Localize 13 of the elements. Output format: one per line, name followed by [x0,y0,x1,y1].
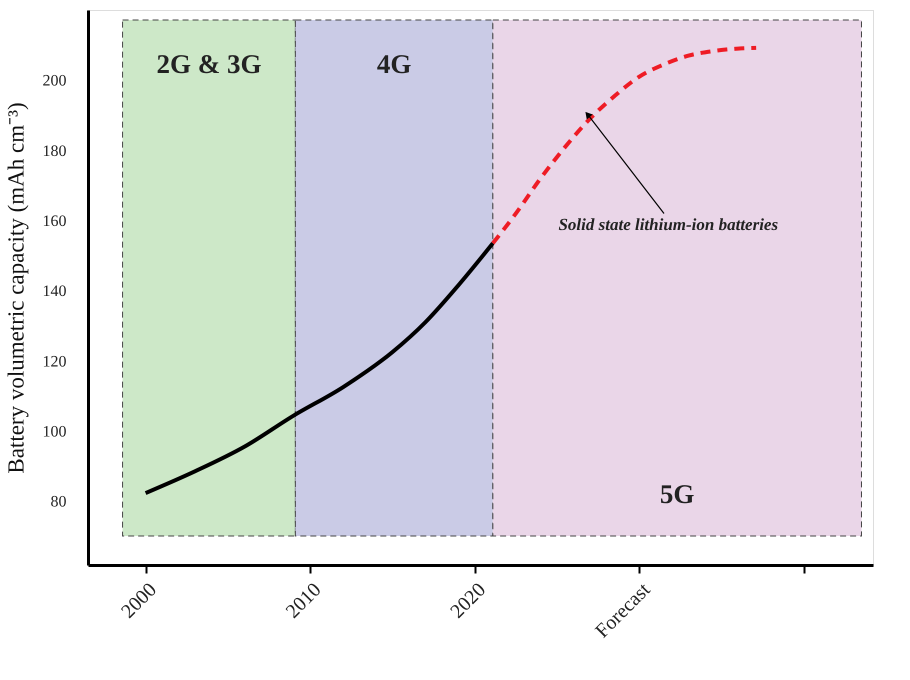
band-label: 4G [376,49,412,79]
y-tick-label: 200 [42,72,66,90]
y-tick-label: 180 [42,142,66,160]
y-axis-title: Battery volumetric capacity (mAh cm⁻³) [4,102,28,474]
y-tick-label: 100 [42,423,66,440]
band-label: 5G [660,479,694,509]
y-tick-label: 120 [42,353,66,370]
y-tick-label: 160 [42,212,66,230]
annotation: Solid state lithium-ion batteries [558,215,778,234]
y-tick-label: 80 [50,494,66,511]
y-tick-label: 140 [42,283,66,300]
line-series [144,241,495,496]
band-label: 2G & 3G [156,49,262,79]
